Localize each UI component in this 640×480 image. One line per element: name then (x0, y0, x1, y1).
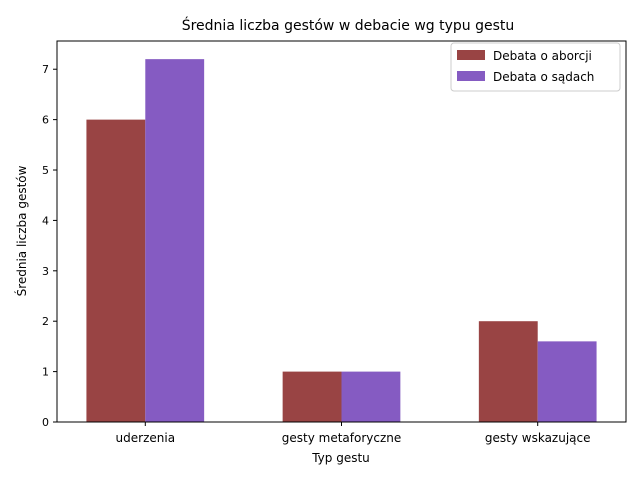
y-tick-label: 2 (42, 315, 49, 328)
bar-1-3 (478, 321, 538, 422)
y-tick-label: 0 (42, 416, 49, 429)
bars-layer (86, 59, 597, 423)
bar-2-2 (341, 371, 401, 422)
legend-swatch-1 (457, 50, 485, 60)
y-tick-label: 5 (42, 164, 49, 177)
x-axis-label: Typ gestu (311, 451, 370, 465)
legend-label-2: Debata o sądach (493, 70, 594, 84)
legend-box (450, 42, 621, 92)
legend-swatch-2 (457, 71, 485, 81)
y-tick-label: 7 (42, 63, 49, 76)
x-tick-label: uderzenia (116, 431, 176, 445)
bar-1-2 (282, 371, 342, 422)
y-tick-label: 1 (42, 366, 49, 379)
bar-2-1 (145, 59, 205, 423)
y-axis-label: Średnia liczba gestów (14, 165, 29, 296)
ticks-layer: 0 1 2 3 4 5 6 7 uderzenia gesty metaforyczne gesty… (42, 63, 591, 445)
y-tick-label: 6 (42, 114, 49, 127)
bar-2-3 (537, 341, 597, 422)
y-tick-label: 4 (42, 214, 49, 227)
y-tick-label: 3 (42, 265, 49, 278)
legend-label-1: Debata o aborcji (493, 49, 592, 63)
legend: Debata o aborcji Debata o sądach (450, 42, 621, 92)
bar-1-1 (86, 119, 146, 422)
x-tick-label: gesty wskazujące (485, 431, 591, 445)
chart-title: Średnia liczba gestów w debacie wg typu … (182, 16, 515, 34)
x-tick-label: gesty metaforyczne (282, 431, 402, 445)
